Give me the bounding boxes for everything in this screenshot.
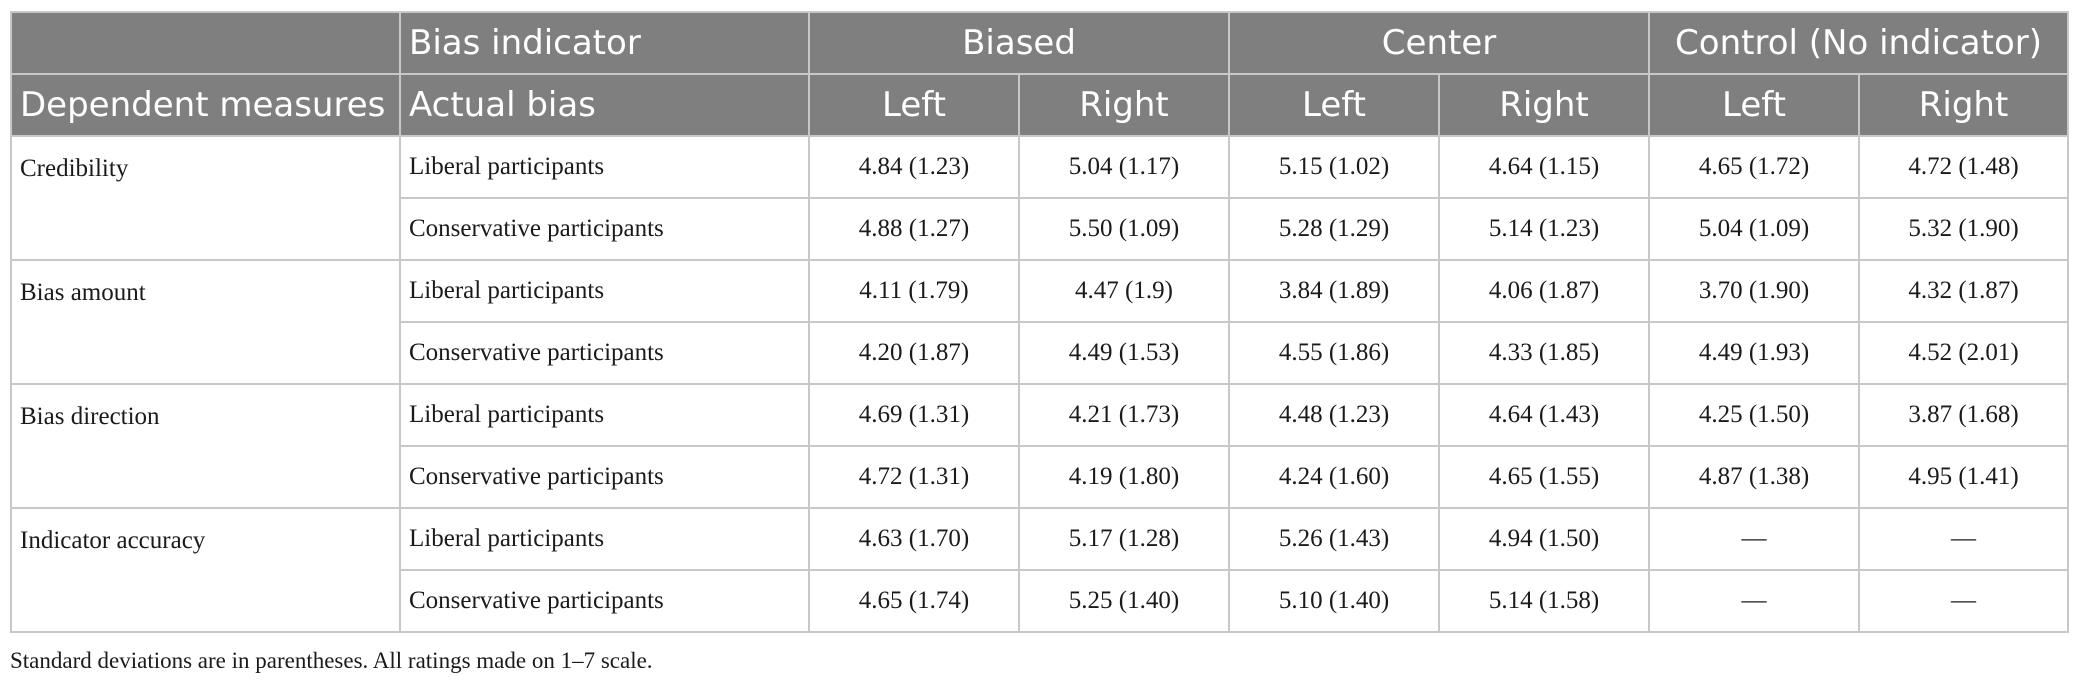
cell-value: 4.84 (1.23) [808, 135, 1020, 199]
table-row: Conservative participants 4.20 (1.87) 4.… [11, 321, 2070, 385]
row-group-label: Liberal participants [399, 259, 810, 323]
table-header: Bias indicator Biased Center Control (No… [10, 11, 2070, 137]
cell-value: 4.63 (1.70) [808, 507, 1020, 571]
cell-value: 4.49 (1.93) [1648, 321, 1861, 385]
table-row: Indicator accuracy Liberal participants … [10, 507, 2070, 633]
cell-value: 4.06 (1.87) [1438, 259, 1651, 323]
header-group-center: Center [1228, 11, 1651, 75]
measure-bias-amount: Bias amount [10, 259, 401, 385]
cell-value: 4.65 (1.72) [1648, 135, 1861, 199]
header-center-left: Left [1228, 73, 1441, 137]
cell-value: 5.17 (1.28) [1017, 507, 1231, 571]
row-group-label: Liberal participants [399, 383, 810, 447]
table-row: Credibility Liberal participants 4.84 (1… [10, 135, 2070, 261]
cell-value: 5.26 (1.43) [1228, 507, 1441, 571]
row-group-label: Conservative participants [399, 321, 810, 385]
cell-value: 3.70 (1.90) [1648, 259, 1861, 323]
table-row: Conservative participants 4.88 (1.27) 5.… [11, 197, 2070, 261]
header-actual-bias: Actual bias [399, 73, 810, 137]
cell-value: 4.55 (1.86) [1228, 321, 1441, 385]
header-control-left: Left [1648, 73, 1861, 137]
header-control-right: Right [1858, 73, 2070, 137]
table-footnote: Standard deviations are in parentheses. … [10, 648, 653, 673]
measure-bias-direction: Bias direction [10, 383, 401, 509]
cell-value: 3.87 (1.68) [1858, 383, 2070, 447]
cell-value: 4.64 (1.15) [1438, 135, 1651, 199]
header-biased-right: Right [1017, 73, 1231, 137]
cell-value: 5.32 (1.90) [1858, 197, 2070, 261]
cell-value: 4.72 (1.31) [808, 445, 1020, 509]
cell-value: 5.14 (1.23) [1438, 197, 1651, 261]
row-group-label: Liberal participants [399, 135, 810, 199]
row-group-label: Conservative participants [399, 569, 810, 633]
cell-value: 5.15 (1.02) [1228, 135, 1441, 199]
cell-value: 4.21 (1.73) [1017, 383, 1231, 447]
measure-credibility: Credibility [10, 135, 401, 261]
header-bias-indicator: Bias indicator [399, 11, 810, 75]
cell-value: — [1648, 507, 1861, 571]
cell-value: 4.65 (1.55) [1438, 445, 1651, 509]
measure-indicator-accuracy: Indicator accuracy [10, 507, 401, 633]
table-row: Conservative participants 4.72 (1.31) 4.… [11, 445, 2070, 509]
cell-value: — [1648, 569, 1861, 633]
cell-value: 4.69 (1.31) [808, 383, 1020, 447]
cell-value: 4.47 (1.9) [1017, 259, 1231, 323]
results-table: Bias indicator Biased Center Control (No… [10, 11, 2070, 633]
cell-value: 4.25 (1.50) [1648, 383, 1861, 447]
results-table-container: Bias indicator Biased Center Control (No… [10, 11, 2070, 633]
cell-value: 5.10 (1.40) [1228, 569, 1441, 633]
cell-value: 3.84 (1.89) [1228, 259, 1441, 323]
table-body: Credibility Liberal participants 4.84 (1… [10, 135, 2070, 633]
cell-value: 4.64 (1.43) [1438, 383, 1651, 447]
header-group-biased: Biased [807, 11, 1231, 75]
cell-value: 4.72 (1.48) [1858, 135, 2070, 199]
table-row: Bias amount Liberal participants 4.11 (1… [10, 259, 2070, 385]
header-row-indicator: Bias indicator Biased Center Control (No… [10, 11, 2070, 75]
cell-value: 4.94 (1.50) [1438, 507, 1651, 571]
cell-value: 4.65 (1.74) [808, 569, 1020, 633]
table-row: Conservative participants 4.65 (1.74) 5.… [11, 569, 2070, 633]
cell-value: 4.95 (1.41) [1858, 445, 2070, 509]
header-center-right: Right [1438, 73, 1651, 137]
cell-value: 5.04 (1.09) [1648, 197, 1861, 261]
cell-value: 5.50 (1.09) [1017, 197, 1231, 261]
header-group-control: Control (No indicator) [1648, 11, 2070, 75]
cell-value: 4.24 (1.60) [1228, 445, 1441, 509]
cell-value: 4.52 (2.01) [1858, 321, 2070, 385]
cell-value: 5.25 (1.40) [1017, 569, 1231, 633]
cell-value: — [1858, 569, 2070, 633]
cell-value: — [1858, 507, 2070, 571]
cell-value: 4.49 (1.53) [1017, 321, 1231, 385]
cell-value: 4.33 (1.85) [1438, 321, 1651, 385]
cell-value: 4.87 (1.38) [1648, 445, 1861, 509]
cell-value: 4.48 (1.23) [1228, 383, 1441, 447]
cell-value: 4.88 (1.27) [808, 197, 1020, 261]
header-row-actual-bias: Dependent measures Actual bias Left Righ… [10, 73, 2070, 137]
header-biased-left: Left [808, 73, 1020, 137]
header-dependent-measures: Dependent measures [10, 73, 401, 137]
cell-value: 4.11 (1.79) [808, 259, 1020, 323]
header-empty-cell [10, 11, 401, 75]
row-group-label: Conservative participants [399, 445, 810, 509]
row-group-label: Conservative participants [399, 197, 810, 261]
cell-value: 4.32 (1.87) [1858, 259, 2070, 323]
cell-value: 5.04 (1.17) [1017, 135, 1231, 199]
table-row: Bias direction Liberal participants 4.69… [10, 383, 2070, 509]
cell-value: 4.20 (1.87) [808, 321, 1020, 385]
cell-value: 5.28 (1.29) [1228, 197, 1441, 261]
row-group-label: Liberal participants [399, 507, 810, 571]
cell-value: 5.14 (1.58) [1438, 569, 1651, 633]
cell-value: 4.19 (1.80) [1017, 445, 1231, 509]
